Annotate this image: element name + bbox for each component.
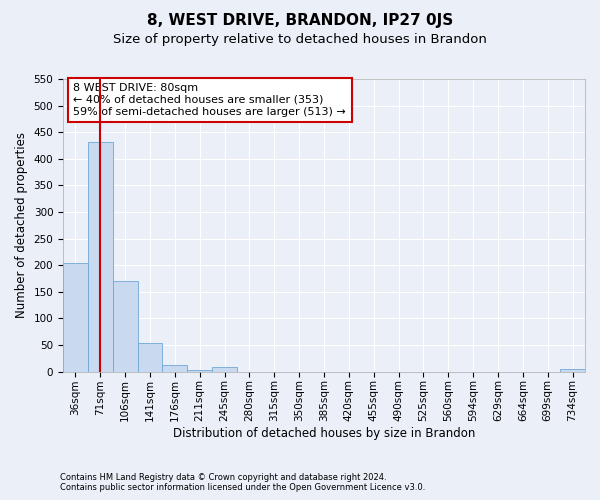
Bar bbox=[88, 142, 113, 372]
Bar bbox=[113, 281, 137, 372]
Text: Size of property relative to detached houses in Brandon: Size of property relative to detached ho… bbox=[113, 32, 487, 46]
Y-axis label: Number of detached properties: Number of detached properties bbox=[15, 132, 28, 318]
Bar bbox=[560, 369, 585, 372]
Text: 8 WEST DRIVE: 80sqm
← 40% of detached houses are smaller (353)
59% of semi-detac: 8 WEST DRIVE: 80sqm ← 40% of detached ho… bbox=[73, 84, 346, 116]
Text: Contains HM Land Registry data © Crown copyright and database right 2024.: Contains HM Land Registry data © Crown c… bbox=[60, 472, 386, 482]
Text: 8, WEST DRIVE, BRANDON, IP27 0JS: 8, WEST DRIVE, BRANDON, IP27 0JS bbox=[147, 12, 453, 28]
Bar bbox=[137, 344, 163, 371]
X-axis label: Distribution of detached houses by size in Brandon: Distribution of detached houses by size … bbox=[173, 427, 475, 440]
Bar bbox=[187, 370, 212, 372]
Bar bbox=[212, 367, 237, 372]
Bar bbox=[63, 262, 88, 372]
Bar bbox=[163, 365, 187, 372]
Text: Contains public sector information licensed under the Open Government Licence v3: Contains public sector information licen… bbox=[60, 484, 425, 492]
